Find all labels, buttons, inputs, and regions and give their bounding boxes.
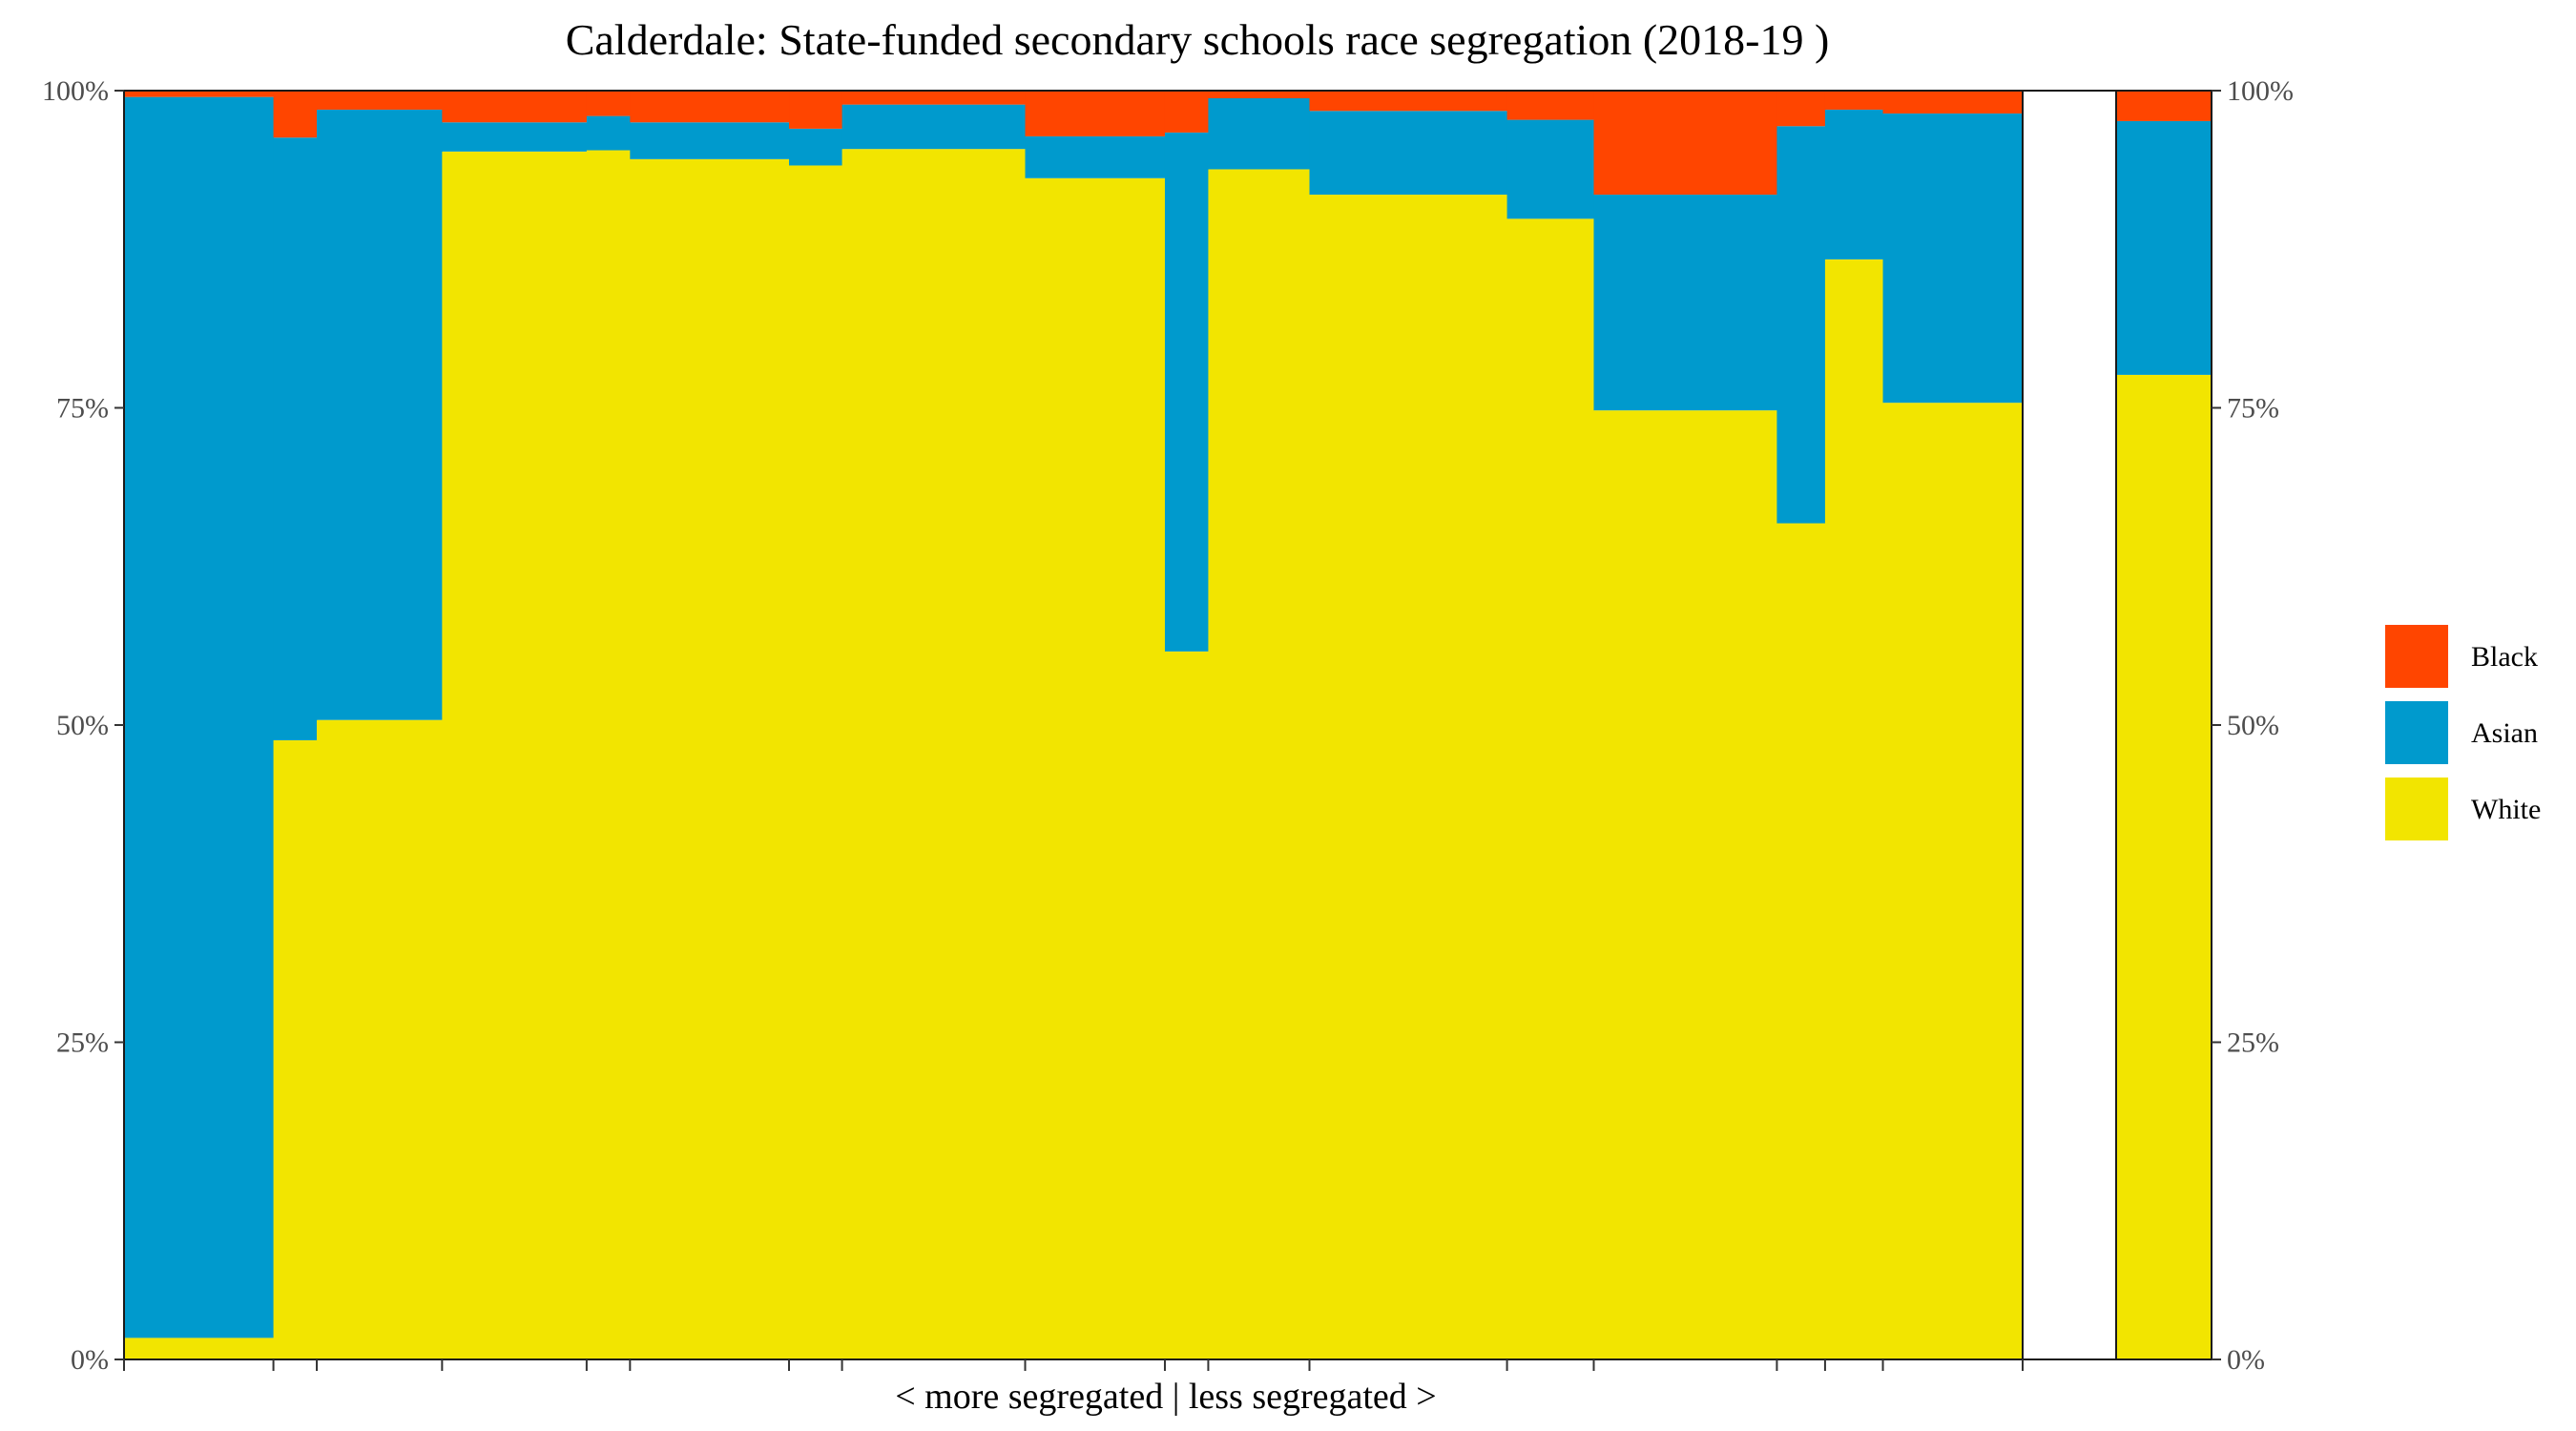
bar-school-6-black xyxy=(630,91,790,123)
y-tick-label-right: 0% xyxy=(2227,1344,2265,1376)
bar-school-6-white xyxy=(630,158,790,1359)
bar-school-16-black xyxy=(1824,91,1884,110)
bar-school-10-asian xyxy=(1164,132,1210,652)
bar-school-5-white xyxy=(586,150,631,1359)
bar-school-8-asian xyxy=(841,104,1027,150)
bar-school-3-white xyxy=(317,719,443,1359)
bar-school-9-white xyxy=(1025,177,1166,1359)
bar-school-2-black xyxy=(273,91,318,138)
axes-layer: 0% 0% 25% 25% 50% 50% 75% 75% 100% 100% xyxy=(42,75,2294,1376)
legend: Black Asian White xyxy=(2385,625,2541,840)
bar-school-12-white xyxy=(1309,195,1508,1359)
bar-school-17-black xyxy=(1882,91,2024,114)
bar-school-11-asian xyxy=(1208,97,1311,170)
bar-school-3-asian xyxy=(317,109,443,720)
bar-school-9-black xyxy=(1025,91,1166,136)
y-tick-label-right: 100% xyxy=(2227,75,2294,107)
bar-overall-asian xyxy=(2116,120,2212,375)
legend-label-white: White xyxy=(2471,794,2541,825)
bar-school-1-asian xyxy=(124,96,275,1338)
bar-school-7-black xyxy=(789,91,843,129)
bar-school-6-asian xyxy=(630,122,790,159)
bar-school-2-asian xyxy=(273,137,318,740)
chart-title: Calderdale: State-funded secondary schoo… xyxy=(566,15,1830,64)
bar-school-14-asian xyxy=(1593,195,1778,411)
bar-school-8-black xyxy=(841,91,1027,105)
y-tick-label-right: 50% xyxy=(2227,710,2279,741)
bar-school-16-asian xyxy=(1824,109,1884,259)
bar-school-7-white xyxy=(789,165,843,1360)
legend-swatch-white xyxy=(2385,778,2448,840)
bar-overall-white xyxy=(2116,374,2212,1359)
bar-school-3-black xyxy=(317,91,443,110)
bar-school-5-asian xyxy=(586,115,631,151)
bar-school-1-white xyxy=(124,1338,275,1359)
bar-school-5-black xyxy=(586,91,631,116)
bar-school-16-white xyxy=(1824,259,1884,1359)
bar-school-14-black xyxy=(1593,91,1778,196)
bar-school-17-white xyxy=(1882,403,2024,1359)
bar-school-4-asian xyxy=(442,122,588,152)
x-axis-label: < more segregated | less segregated > xyxy=(895,1377,1436,1417)
bar-school-4-black xyxy=(442,91,588,123)
y-tick-label-right: 25% xyxy=(2227,1027,2279,1059)
bar-school-15-asian xyxy=(1776,126,1826,524)
bar-school-2-white xyxy=(273,739,318,1359)
y-tick-label-left: 100% xyxy=(42,75,109,107)
bar-school-15-white xyxy=(1776,523,1826,1359)
bar-school-9-asian xyxy=(1025,135,1166,178)
bar-school-11-white xyxy=(1208,169,1311,1360)
bar-school-13-black xyxy=(1506,91,1595,120)
legend-label-asian: Asian xyxy=(2471,717,2538,749)
bar-school-8-white xyxy=(841,149,1027,1360)
bar-school-15-black xyxy=(1776,91,1826,127)
y-tick-label-left: 0% xyxy=(71,1344,109,1376)
y-tick-label-left: 25% xyxy=(56,1027,109,1059)
bar-school-13-asian xyxy=(1506,119,1595,219)
bar-school-4-white xyxy=(442,151,588,1360)
bar-school-12-black xyxy=(1309,91,1508,112)
bar-school-10-white xyxy=(1164,651,1210,1359)
bar-school-7-asian xyxy=(789,128,843,166)
legend-swatch-asian xyxy=(2385,701,2448,764)
bar-overall-black xyxy=(2116,91,2212,121)
bar-school-17-asian xyxy=(1882,113,2024,404)
legend-label-black: Black xyxy=(2471,641,2538,673)
y-tick-label-left: 50% xyxy=(56,710,109,741)
bar-school-12-asian xyxy=(1309,111,1508,196)
bar-school-14-white xyxy=(1593,410,1778,1359)
y-tick-label-left: 75% xyxy=(56,393,109,425)
bar-school-11-black xyxy=(1208,91,1311,98)
bar-school-13-white xyxy=(1506,218,1595,1360)
y-tick-label-right: 75% xyxy=(2227,393,2279,425)
panel-border-2 xyxy=(2022,90,2117,1360)
legend-swatch-black xyxy=(2385,625,2448,688)
bar-school-1-black xyxy=(124,91,275,97)
bars-layer xyxy=(124,91,2212,1360)
bar-school-10-black xyxy=(1164,91,1210,133)
